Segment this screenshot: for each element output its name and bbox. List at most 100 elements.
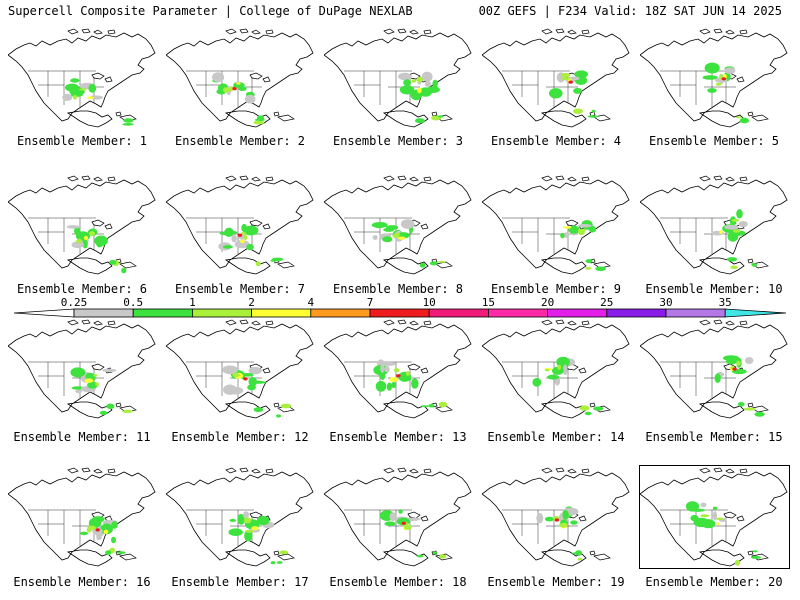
scp-field-blob: [109, 259, 117, 265]
scp-field-blob: [405, 371, 410, 376]
scp-field-blob: [257, 515, 270, 526]
scp-field-blob: [244, 94, 256, 104]
scp-field-blob: [588, 225, 597, 233]
scp-field-blob: [243, 511, 249, 519]
scp-field-blob: [371, 222, 388, 228]
ensemble-map-panel: [640, 27, 789, 129]
map-canvas: [166, 175, 314, 275]
scp-field-blob: [232, 87, 237, 91]
islands-and-lakes-outline: [699, 467, 769, 561]
scp-field-blob: [226, 230, 238, 235]
scp-field-blob: [66, 225, 80, 229]
scp-field-blob: [743, 407, 756, 411]
scp-field-blob: [243, 225, 259, 236]
coastline-outline: [8, 32, 156, 128]
ensemble-member-label: Ensemble Member: 9: [490, 282, 622, 296]
scp-field-blob: [280, 403, 292, 409]
islands-and-lakes-outline: [67, 175, 137, 269]
scp-field-blob: [532, 377, 542, 387]
coastline-outline: [324, 32, 472, 128]
islands-and-lakes-outline: [383, 175, 453, 269]
scp-field-blob: [384, 521, 396, 526]
scp-field-blob: [752, 550, 758, 553]
colorbar-bin: [487, 308, 548, 318]
scp-field-blob: [87, 96, 94, 100]
ensemble-map-panel: [482, 27, 631, 129]
scp-field-blob: [738, 221, 748, 228]
map-canvas: [166, 319, 314, 419]
scp-field-blob: [96, 534, 102, 541]
coastline-outline: [166, 32, 314, 128]
ensemble-map-panel: [166, 174, 315, 276]
scp-field-blob: [231, 234, 237, 243]
ensemble-map-panel: [640, 174, 789, 276]
scp-field-blob: [84, 378, 94, 383]
ensemble-member-label: Ensemble Member: 18: [329, 575, 467, 589]
scp-field-blob: [95, 382, 99, 387]
scp-field-blob: [562, 510, 569, 520]
scp-field-blob: [83, 235, 89, 241]
scp-field-blob: [246, 243, 254, 251]
scp-field-blob: [704, 62, 720, 74]
ensemble-member-label: Ensemble Member: 14: [487, 430, 625, 444]
scp-field-blob: [400, 219, 415, 229]
scp-field-blob: [411, 378, 419, 389]
ensemble-map-panel: [482, 174, 631, 276]
map-canvas: [166, 28, 314, 128]
scp-field-blob: [544, 368, 550, 372]
ensemble-map-panel: [166, 27, 315, 129]
scp-field-blob: [250, 380, 266, 384]
scp-field-blob: [560, 232, 565, 239]
scp-field-blob: [424, 81, 432, 87]
scp-field-blob: [223, 87, 230, 93]
ensemble-member-label: Ensemble Member: 1: [16, 134, 148, 148]
colorbar-tick-label: 35: [719, 296, 732, 309]
map-canvas: [640, 319, 788, 419]
ensemble-member-label: Ensemble Member: 5: [648, 134, 780, 148]
scp-field-blob: [240, 239, 245, 244]
scp-field-blob: [552, 366, 564, 375]
map-canvas: [482, 175, 630, 275]
scp-field-blob: [404, 524, 412, 530]
scp-field-blob: [438, 260, 446, 263]
ensemble-member-label: Ensemble Member: 13: [329, 430, 467, 444]
scp-field-blob: [372, 235, 378, 240]
ensemble-map-panel: [324, 174, 473, 276]
scp-field-blob: [715, 82, 722, 86]
scp-field-blob: [276, 414, 282, 418]
scp-field-blob: [577, 224, 592, 228]
ensemble-map-panel: [166, 466, 315, 568]
scp-field-blob: [437, 115, 444, 118]
scp-field-blob: [86, 526, 92, 533]
scp-field-blob: [253, 120, 265, 125]
scp-field-blob: [429, 261, 438, 266]
scp-field-blob: [432, 551, 437, 555]
colorbar-bin: [665, 308, 726, 318]
coastline-outline: [482, 32, 630, 128]
scp-field-blob: [415, 118, 425, 124]
scp-field-blob: [554, 518, 560, 522]
scp-field-blob: [568, 80, 573, 84]
colorbar-tick-label: 0.5: [123, 296, 143, 309]
scp-field-blob: [401, 521, 406, 525]
scp-field-blob: [62, 93, 73, 101]
scp-field-blob: [121, 267, 127, 274]
scp-field-blob: [736, 360, 741, 366]
scp-field-blob: [719, 230, 723, 234]
scp-field-blob: [79, 88, 87, 91]
map-canvas: [324, 467, 472, 567]
ensemble-map-panel: [482, 466, 631, 568]
scp-field-blob: [593, 406, 604, 411]
scp-field-blob: [544, 516, 554, 522]
coastline-outline: [8, 179, 156, 275]
scp-field-blob: [739, 117, 749, 124]
scp-field-blob: [244, 530, 253, 542]
map-canvas: [640, 175, 788, 275]
scp-field-blob: [227, 386, 244, 395]
scp-field-blob: [237, 233, 243, 237]
map-canvas: [482, 28, 630, 128]
scp-field-blob: [558, 523, 568, 528]
ensemble-map-panel: [8, 27, 157, 129]
scp-field-blob: [212, 72, 225, 83]
political-boundaries: [502, 509, 578, 546]
